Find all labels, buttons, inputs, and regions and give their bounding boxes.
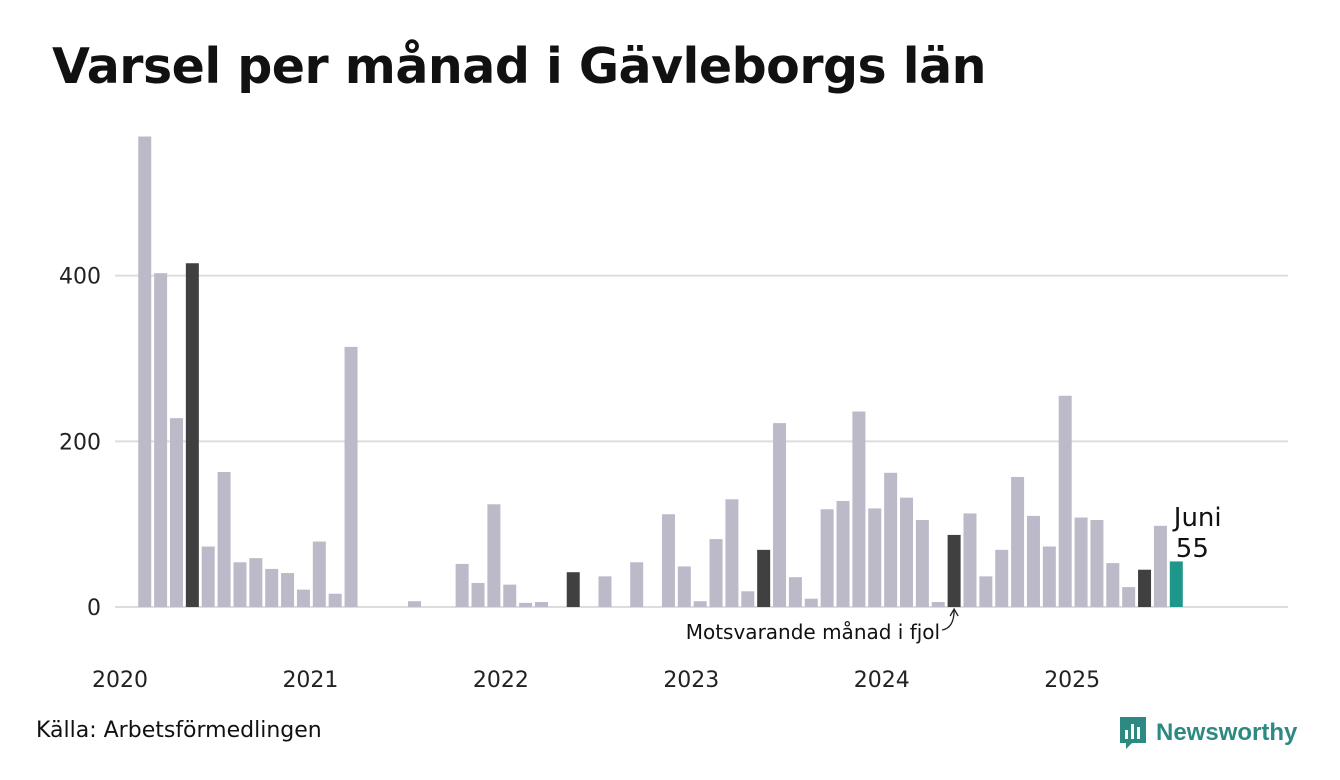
- x-tick-label: 2020: [92, 668, 148, 693]
- x-tick-label: 2024: [854, 668, 910, 693]
- bar: [233, 562, 247, 607]
- bar: [312, 541, 326, 607]
- bar: [1153, 525, 1167, 607]
- bar: [217, 471, 231, 607]
- bar: [677, 566, 691, 607]
- bar: [249, 558, 263, 607]
- x-tick-label: 2025: [1044, 668, 1100, 693]
- bar: [804, 598, 818, 607]
- bar: [979, 576, 993, 607]
- bar: [344, 346, 358, 607]
- bar: [455, 563, 469, 607]
- x-tick-label: 2021: [282, 668, 338, 693]
- x-axis-ticks: 2020 2021 2022 2023 2024 2025: [92, 668, 1100, 693]
- bar: [931, 602, 945, 607]
- bar: [1138, 569, 1152, 607]
- bar: [281, 573, 295, 607]
- bar: [1169, 561, 1183, 607]
- bar: [725, 499, 739, 607]
- bar: [328, 593, 342, 607]
- bar: [773, 423, 787, 607]
- grid-lines: [115, 274, 1288, 608]
- bar: [757, 549, 771, 607]
- bar: [1026, 515, 1040, 607]
- y-tick-label: 0: [87, 596, 101, 621]
- bar: [154, 273, 168, 607]
- annotation-arrowhead: [949, 607, 959, 617]
- current-month-label: Juni: [1172, 503, 1222, 533]
- bar: [1042, 546, 1056, 607]
- current-value-label: 55: [1176, 534, 1209, 564]
- annotation-arrow: [941, 609, 955, 631]
- bar: [598, 576, 612, 607]
- bar: [915, 520, 929, 607]
- bar: [900, 497, 913, 607]
- bar: [1058, 395, 1072, 607]
- bar: [265, 568, 279, 607]
- bar: [408, 601, 422, 607]
- chart-title: Varsel per månad i Gävleborgs län: [52, 38, 987, 95]
- bar: [1122, 587, 1136, 607]
- bar: [1074, 517, 1088, 607]
- bar: [947, 534, 961, 607]
- bar: [471, 582, 485, 607]
- x-tick-label: 2023: [663, 668, 719, 693]
- annotation-text: Motsvarande månad i fjol: [686, 620, 940, 644]
- bar: [201, 546, 215, 607]
- source-note: Källa: Arbetsförmedlingen: [36, 718, 322, 743]
- bar: [566, 572, 580, 607]
- bar: [995, 549, 1009, 607]
- bar: [138, 136, 152, 608]
- bar: [1090, 520, 1104, 607]
- bar: [852, 411, 866, 607]
- bars: [138, 136, 1183, 608]
- bar: [1106, 563, 1120, 607]
- bar: [185, 263, 199, 607]
- bar: [1011, 476, 1025, 607]
- y-axis-ticks: 0 200 400: [59, 265, 101, 621]
- newsworthy-logo-text: Newsworthy: [1156, 719, 1298, 746]
- y-tick-label: 400: [59, 265, 101, 290]
- bar: [868, 508, 882, 607]
- bar: [296, 589, 310, 607]
- newsworthy-logo[interactable]: Newsworthy: [1118, 714, 1297, 752]
- y-tick-label: 200: [59, 430, 101, 455]
- bar: [630, 562, 644, 607]
- bar: [836, 500, 850, 607]
- bar: [487, 504, 501, 607]
- bar: [788, 577, 802, 607]
- bar: [884, 472, 898, 607]
- bar: [661, 514, 675, 607]
- bar: [709, 539, 723, 607]
- newsworthy-logo-icon: [1120, 717, 1146, 749]
- bar: [820, 509, 834, 607]
- bar: [963, 513, 977, 607]
- bar: [519, 602, 533, 607]
- x-tick-label: 2022: [473, 668, 529, 693]
- bar: [741, 591, 755, 607]
- bar: [534, 602, 548, 607]
- bar: [503, 584, 517, 607]
- bar: [693, 601, 707, 607]
- bar: [169, 418, 183, 607]
